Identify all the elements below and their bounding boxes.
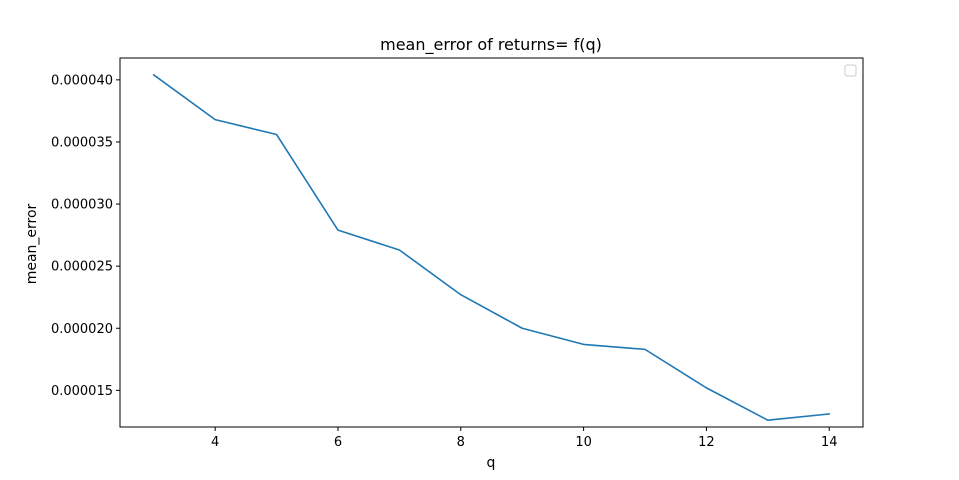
x-tick-label: 6 [334, 435, 342, 450]
x-axis-title: q [487, 455, 496, 471]
x-tick-label: 14 [821, 435, 838, 450]
legend [844, 64, 857, 77]
series-line [152, 73, 831, 421]
x-tick-label: 12 [698, 435, 715, 450]
plot-background [120, 58, 863, 427]
y-tick-label: 0.000015 [51, 384, 113, 399]
series-layer [152, 73, 831, 421]
x-tick-label: 10 [575, 435, 592, 450]
x-tick-label: 8 [457, 435, 465, 450]
x-tick-label: 4 [211, 435, 219, 450]
plot-frame [119, 57, 864, 428]
y-tick-label: 0.000025 [51, 260, 113, 275]
plot-area [120, 58, 863, 427]
y-tick-label: 0.000040 [51, 73, 113, 88]
y-axis-title: mean_error [24, 203, 40, 284]
y-axis: 0.000015 0.000020 0.000025 0.000030 0.000035… [51, 73, 120, 399]
y-tick-label: 0.000030 [51, 198, 113, 213]
y-tick-label: 0.000035 [51, 135, 113, 150]
y-tick-label: 0.000020 [51, 322, 113, 337]
legend-box [844, 64, 857, 77]
x-axis: 4 6 8 10 12 14 [211, 427, 838, 450]
chart-title: mean_error of returns= f(q) [380, 35, 602, 55]
